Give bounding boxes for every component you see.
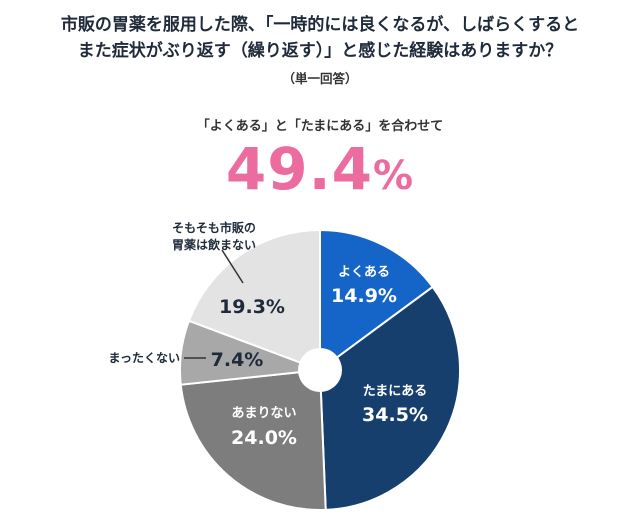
combined-unit: % [373,153,415,199]
slice-never [187,228,321,372]
slice-value-often: 14.9% [331,285,397,307]
chart-title: 市販の胃薬を服用した際、「一時的には良くなるが、しばらくすると また症状がぶり返… [0,12,640,64]
title-line-1: 市販の胃薬を服用した際、「一時的には良くなるが、しばらくすると [60,15,580,35]
slice-sometimes [318,285,461,511]
title-line-2: また症状がぶり返す（繰り返す）」と感じた経験はありますか？ [77,41,563,61]
slice-value-none: 7.4% [211,349,264,371]
combined-value: 49.4% [0,134,640,211]
combined-number: 49.4 [225,135,374,203]
slice-value-sometimes: 34.5% [362,404,428,426]
donut-hole [298,348,342,392]
slice-label-rarely: あまりない [231,406,296,421]
slice-label-often: よくある [338,265,390,280]
donut-slices [179,228,461,511]
answer-type-note: （単一回答） [282,71,358,86]
combined-label: 「よくある」と「たまにある」を合わせて [196,119,444,134]
slice-label-sometimes: たまにある [363,384,428,399]
slice-label-never-line2: 胃薬は飲まない [172,237,256,252]
slice-label-none: まったくない [108,351,180,365]
leader-line-never [221,249,244,284]
slice-value-rarely: 24.0% [231,427,297,449]
slice-often [319,228,435,372]
slice-value-never: 19.3% [219,296,285,318]
slice-rarely [179,368,327,511]
slice-label-never-line1: そもそも市販の [172,220,256,235]
